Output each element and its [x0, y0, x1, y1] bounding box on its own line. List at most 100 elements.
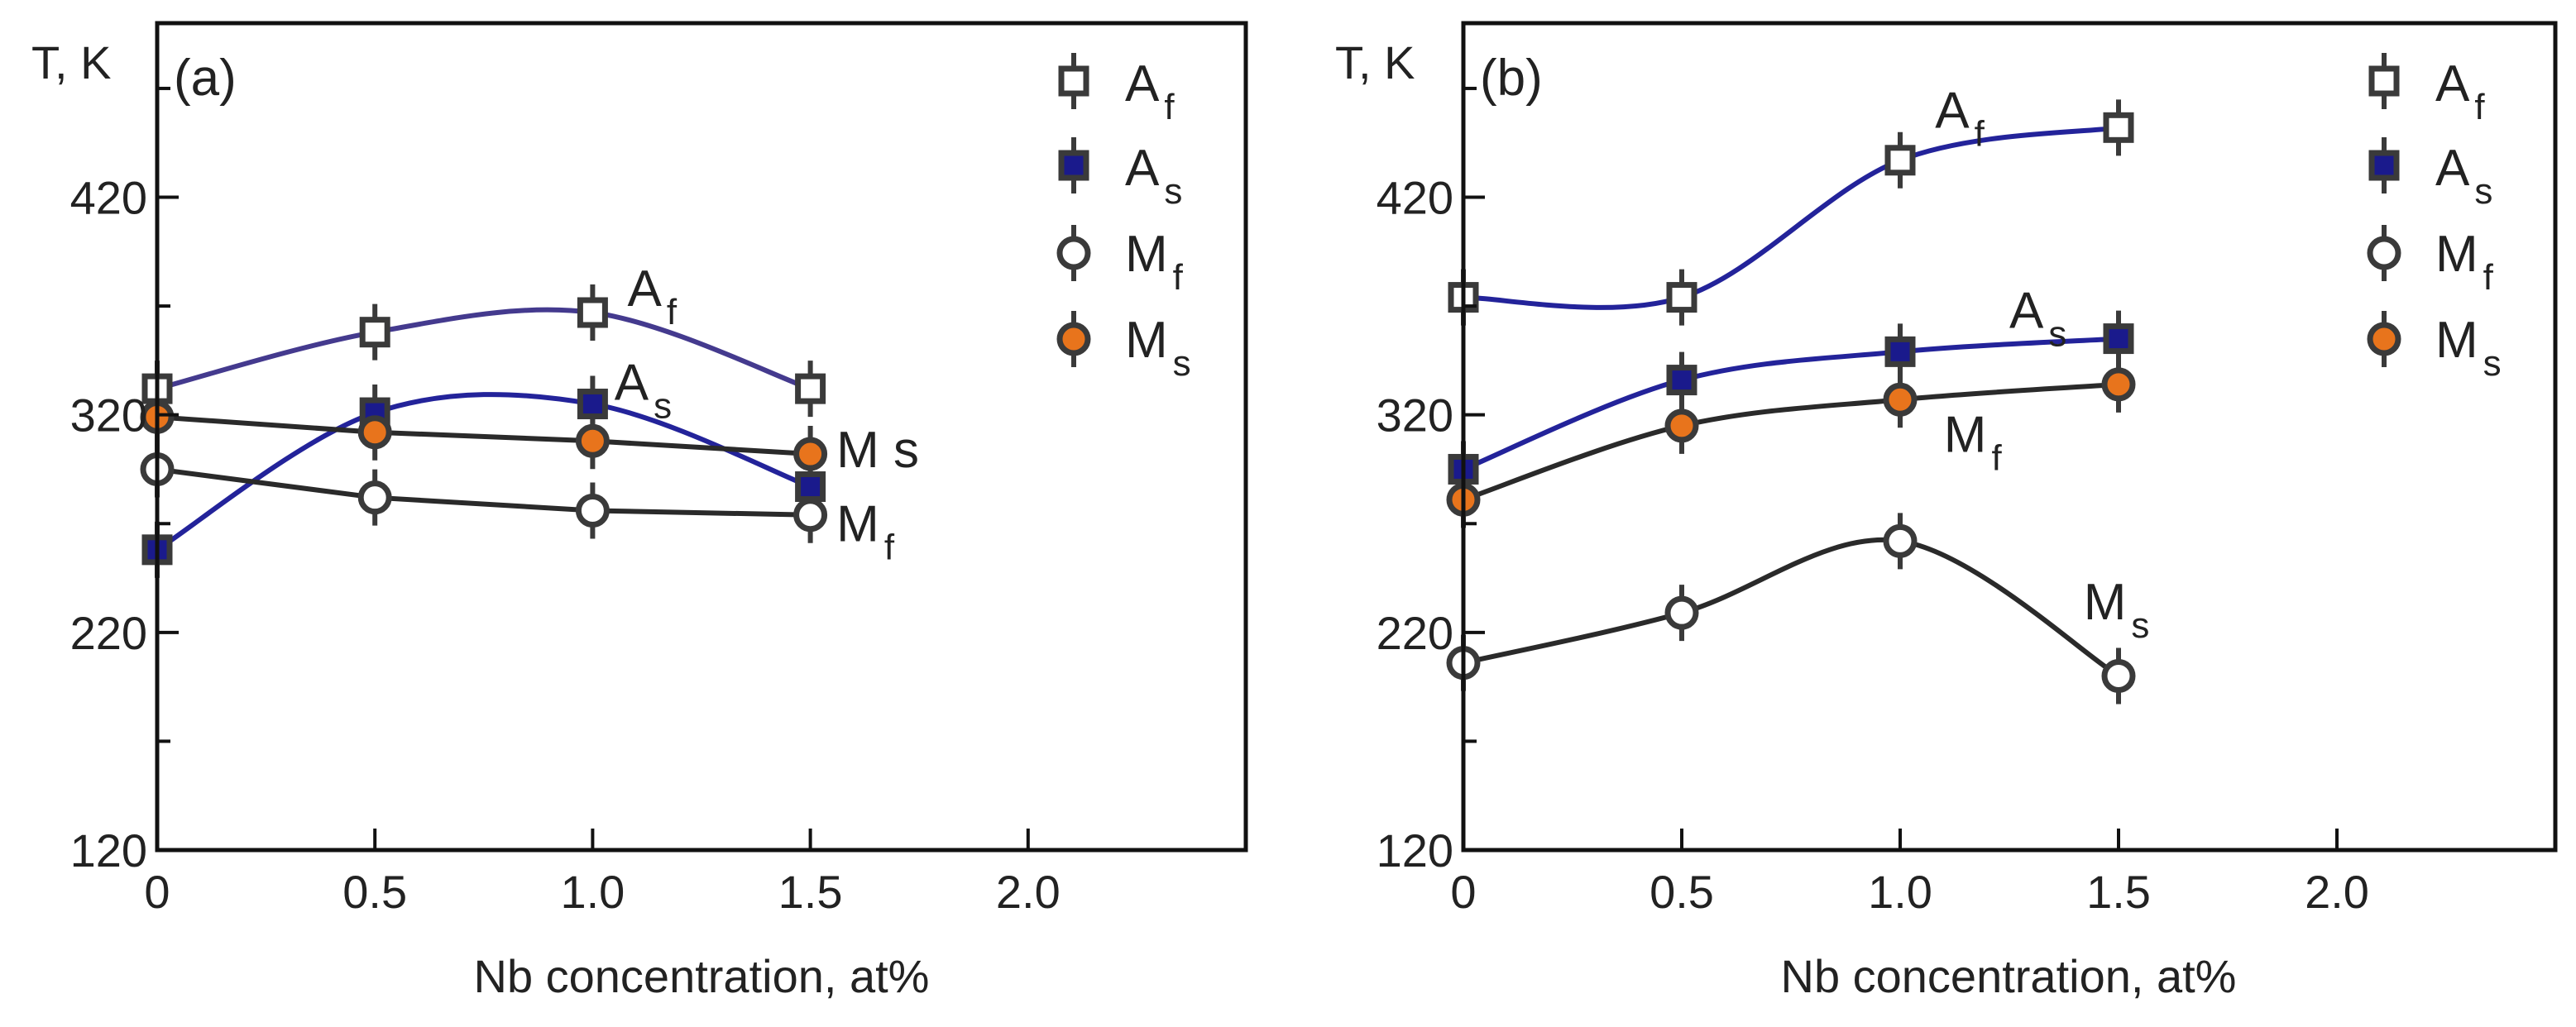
- panel-b-point-mf: [1883, 523, 1918, 558]
- panel-b-markers: [1446, 112, 2136, 693]
- panel-b-xtick-label: 2.0: [2305, 866, 2369, 918]
- panel-b-legend-as-marker: [2368, 137, 2400, 193]
- legend-marker-mf: [1056, 236, 1091, 270]
- panel-a-ytick-label: 420: [70, 172, 147, 224]
- panel-a-xtick-label: 2.0: [996, 866, 1061, 918]
- panel-b-point-as: [1666, 365, 1697, 396]
- panel-b-ticks: [1462, 86, 2339, 852]
- panel-b-errorbars: [1461, 99, 2121, 705]
- panel-a-curve-as: [157, 392, 813, 552]
- legend-marker-ms: [2367, 322, 2401, 356]
- panel-b-point-af: [1884, 145, 1916, 176]
- panel-a-xtick-label: 1.0: [560, 866, 625, 918]
- panel-a-x-axis-label: Nb concentration, at%: [474, 950, 930, 1002]
- panel-b-ytick-label: 320: [1377, 389, 1453, 442]
- panel-b-xtick-label: 0.5: [1650, 866, 1714, 918]
- panel-a-errorbars: [155, 284, 813, 578]
- panel-a-point-ms: [575, 423, 610, 458]
- panel-b-point-as: [1884, 336, 1916, 367]
- panel-b-point-ms: [2101, 367, 2136, 402]
- panel-a-point-mf: [357, 480, 392, 515]
- panel-a-point-mf: [575, 493, 610, 528]
- panel-a-legend-mf-marker: [1056, 225, 1091, 281]
- panel-a-tick-labels: 120 220 320 420 0 0.5 1.0 1.5 2.0: [70, 172, 1061, 918]
- legend-marker-af: [2368, 65, 2400, 97]
- panel-b-ytick-label: 220: [1377, 607, 1453, 659]
- panel-a-point-af: [795, 373, 826, 404]
- panel-b: 120 220 320 420 0 0.5 1.0 1.5 2.0 T, K (b) Nb co…: [1335, 21, 2558, 1002]
- panel-b-ytick-label: 120: [1377, 824, 1453, 877]
- panel-b-curve-af: [1463, 125, 2121, 310]
- panel-b-point-mf: [1664, 595, 1699, 630]
- panel-b-legend-ms-marker: [2367, 311, 2401, 367]
- panel-a-ticks: [156, 86, 1030, 852]
- panel-b-point-ms: [1883, 382, 1918, 417]
- panel-b-legend-af-marker: [2368, 53, 2400, 109]
- panel-a-curve-af: [157, 307, 813, 392]
- panel-b-curves: [1463, 125, 2121, 679]
- panel-a-ytick-label: 220: [70, 607, 147, 659]
- panel-a-point-af: [359, 317, 390, 348]
- panel-a-plot-frame: [155, 21, 1248, 853]
- legend-marker-mf: [2367, 236, 2401, 270]
- panel-a-curve-ms: [157, 414, 813, 457]
- panel-b-point-mf: [2101, 658, 2136, 693]
- panel-a-annotation-ms: M s: [836, 422, 919, 479]
- panel-a-point-as: [577, 389, 608, 420]
- panel-a: 120 220 320 420 0 0.5 1.0 1.5 2.0 T, K (a) Nb co…: [31, 21, 1248, 1002]
- panel-b-point-af: [1666, 282, 1697, 313]
- panel-a-label: (a): [174, 50, 237, 107]
- panel-a-point-af: [577, 297, 608, 328]
- panel-a-xtick-label: 1.5: [778, 866, 843, 918]
- panel-a-legend-af-marker: [1058, 53, 1089, 109]
- panel-b-tick-labels: 120 220 320 420 0 0.5 1.0 1.5 2.0: [1377, 172, 2369, 918]
- legend-marker-ms: [1056, 322, 1091, 356]
- panel-b-plot-frame: [1461, 21, 2558, 853]
- panel-b-y-axis-label: T, K: [1335, 36, 1415, 88]
- panel-a-ytick-label: 320: [70, 389, 147, 442]
- panel-b-point-ms: [1664, 408, 1699, 443]
- panel-a-point-mf: [793, 498, 828, 533]
- panel-a-xtick-label: 0: [144, 866, 170, 918]
- panel-b-point-as: [2103, 323, 2134, 355]
- panel-a-y-axis-label: T, K: [31, 36, 111, 88]
- panel-b-xtick-label: 1.5: [2086, 866, 2151, 918]
- panel-b-label: (b): [1480, 50, 1543, 107]
- panel-b-ytick-label: 420: [1377, 172, 1453, 224]
- panel-b-curve-ms: [1463, 381, 2121, 503]
- panel-b-legend-mf-marker: [2367, 225, 2401, 281]
- panel-a-markers: [140, 297, 828, 566]
- panel-a-curve-mf: [157, 466, 813, 518]
- panel-a-legend-as-marker: [1058, 137, 1089, 193]
- legend-marker-as: [1058, 150, 1089, 181]
- legend-marker-af: [1058, 65, 1089, 97]
- panel-a-curves: [157, 307, 813, 552]
- panel-b-curve-as: [1463, 336, 2121, 472]
- panel-a-point-ms: [357, 415, 392, 450]
- panel-a-point-ms: [793, 437, 828, 471]
- panel-b-xtick-label: 0: [1450, 866, 1476, 918]
- panel-a-ytick-label: 120: [70, 824, 147, 877]
- panel-a-xtick-label: 0.5: [342, 866, 407, 918]
- panel-a-point-as: [795, 471, 826, 503]
- panel-b-point-af: [2103, 112, 2134, 143]
